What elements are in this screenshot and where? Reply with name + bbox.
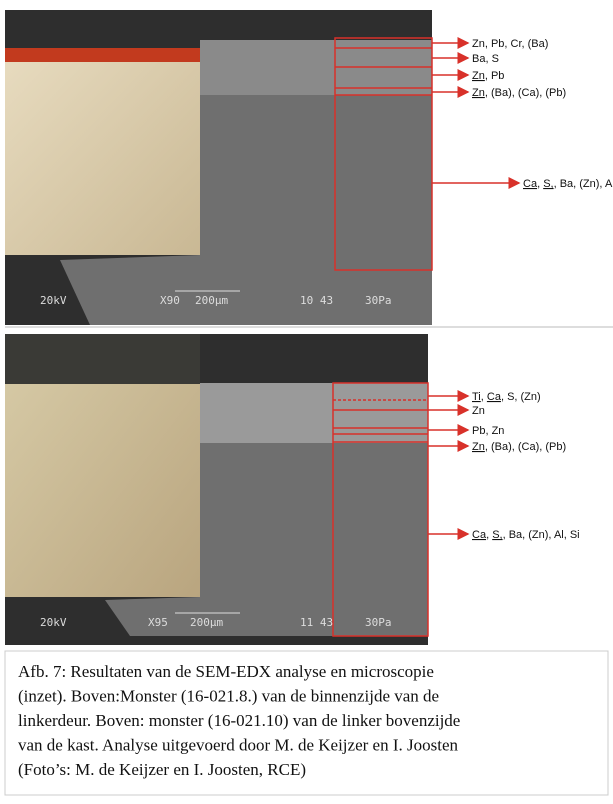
sem-image-top (5, 10, 432, 325)
sem-info: X95 (148, 616, 168, 629)
label-segment: Zn (472, 405, 485, 417)
label-segment: Zn, Pb, Cr, (Ba) (472, 38, 548, 50)
sem-info: 10 43 (300, 294, 333, 307)
element-label: Ti, Ca, S, (Zn) (472, 391, 541, 403)
label-segment: Pb, Zn (472, 425, 504, 437)
label-segment: Ba, S (472, 53, 499, 65)
label-segment: , (Ba), (Ca), (Pb) (485, 87, 566, 99)
label-segment: Ca (472, 529, 487, 541)
label-segment: Ti (472, 391, 481, 403)
label-segment: Zn (472, 441, 485, 453)
label-segment: , Ba, (Zn), Al, Si (503, 529, 580, 541)
element-label: Zn (472, 405, 485, 417)
element-label: Ca, S,, Ba, (Zn), Al, Si (523, 178, 613, 190)
label-segment: , Pb (485, 70, 505, 82)
element-label: Pb, Zn (472, 425, 504, 437)
element-label: Ba, S (472, 53, 499, 65)
caption-line: (Foto’s: M. de Keijzer en I. Joosten, RC… (18, 760, 306, 779)
sem-image-bottom (5, 334, 428, 645)
sem-info: 200µm (195, 294, 228, 307)
caption-line: Afb. 7: Resultaten van de SEM-EDX analys… (18, 662, 434, 681)
sem-info: X90 (160, 294, 180, 307)
element-label: Zn, (Ba), (Ca), (Pb) (472, 441, 566, 453)
label-segment: S, (492, 529, 502, 541)
element-label: Zn, Pb, Cr, (Ba) (472, 38, 548, 50)
label-segment: Zn (472, 87, 485, 99)
label-segment: S, (543, 178, 553, 190)
caption-line: linkerdeur. Boven: monster (16-021.10) v… (18, 711, 460, 730)
figure-page: 20kV X90 200µm 10 43 30Pa Zn, Pb, Cr, (Ba) Ba,… (0, 0, 613, 799)
label-segment: Ca (523, 178, 538, 190)
sem-info: 30Pa (365, 294, 392, 307)
label-segment: , S, (Zn) (501, 391, 541, 403)
label-segment: Ca (487, 391, 502, 403)
label-segment: Zn (472, 70, 485, 82)
element-label: Zn, (Ba), (Ca), (Pb) (472, 87, 566, 99)
sem-info: 11 43 (300, 616, 333, 629)
sem-info: 20kV (40, 616, 67, 629)
label-segment: , (Ba), (Ca), (Pb) (485, 441, 566, 453)
caption-line: (inzet). Boven:Monster (16-021.8.) van d… (18, 687, 439, 706)
element-label: Ca, S,, Ba, (Zn), Al, Si (472, 529, 580, 541)
sem-info: 200µm (190, 616, 223, 629)
sem-info: 30Pa (365, 616, 392, 629)
sem-info: 20kV (40, 294, 67, 307)
element-label: Zn, Pb (472, 70, 504, 82)
label-segment: , Ba, (Zn), Al, Si (554, 178, 613, 190)
caption-line: van de kast. Analyse uitgevoerd door M. … (18, 736, 458, 755)
